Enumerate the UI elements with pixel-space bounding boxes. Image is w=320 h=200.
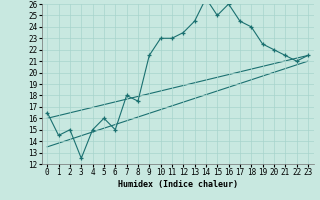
- X-axis label: Humidex (Indice chaleur): Humidex (Indice chaleur): [118, 180, 237, 189]
